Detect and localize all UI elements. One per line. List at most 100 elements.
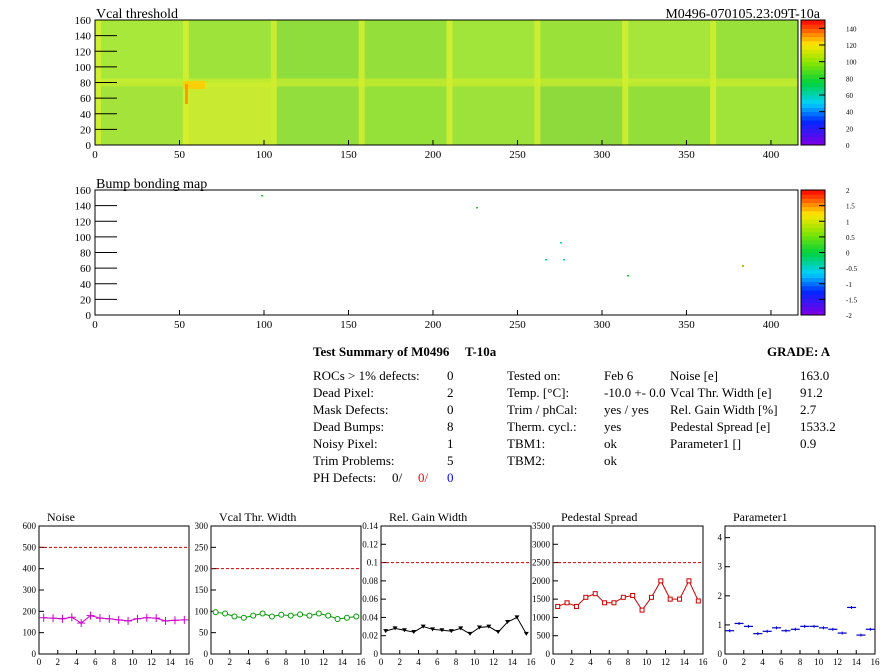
roc-block (622, 20, 711, 83)
roc-edge (182, 82, 189, 145)
roc-edge (622, 20, 629, 83)
summary-module-type: T-10a (465, 344, 497, 359)
x-tick-label: 10 (814, 657, 824, 667)
data-point (592, 591, 598, 597)
chart-frame (38, 525, 190, 655)
bump-defect-dots (261, 195, 744, 277)
data-point (401, 628, 407, 633)
x-tick-label: 100 (256, 319, 273, 331)
y-tick-label: 4 (718, 533, 723, 543)
data-point (648, 594, 654, 600)
data-point (411, 630, 417, 635)
data-point (639, 607, 645, 613)
x-tick-label: 2 (228, 657, 233, 667)
data-point (420, 624, 426, 629)
data-point (250, 612, 257, 619)
roc-edge (710, 82, 717, 145)
y-tick-label: 50 (199, 628, 209, 638)
data-point (602, 600, 608, 606)
palette-swatch (801, 78, 825, 83)
roc-block (446, 20, 535, 83)
x-tick-label: 10 (470, 657, 480, 667)
data-point (306, 612, 313, 619)
palette-swatch (801, 53, 825, 58)
chart-title: Rel. Gain Width (389, 510, 467, 524)
hot-region (183, 81, 205, 89)
y-tick-label: 0 (86, 310, 92, 322)
chart-frame (210, 525, 362, 655)
data-point (353, 613, 360, 620)
y-tick-label: 140 (75, 31, 92, 43)
y-tick-label: 100 (195, 606, 209, 616)
y-tick-label: 2000 (532, 576, 551, 586)
y-tick-label: 0.06 (362, 594, 378, 604)
data-point (278, 611, 285, 618)
bump-defect-dot (476, 207, 478, 209)
data-point (620, 594, 626, 600)
roc-block (534, 82, 623, 146)
y-tick-label: 80 (80, 248, 92, 260)
y-tick-label: 0 (204, 649, 209, 659)
palette-swatch (801, 24, 825, 29)
x-tick-label: 16 (699, 657, 709, 667)
y-tick-label: 2500 (532, 558, 551, 568)
y-tick-label: 3500 (532, 521, 551, 531)
summary-middle-label: TBM1: (507, 436, 546, 451)
x-tick-label: 16 (185, 657, 195, 667)
summary-right-value: 2.7 (800, 402, 817, 417)
y-tick-label: 500 (537, 631, 551, 641)
y-tick-label: 40 (80, 109, 92, 121)
palette-swatch (801, 294, 825, 299)
summary-left-label: Trim Problems: (313, 453, 395, 468)
vcal-map-title: Vcal threshold (96, 7, 178, 22)
bump-defect-dot (742, 265, 744, 267)
summary-right-value: 163.0 (800, 368, 830, 383)
palette-tick-label: 0.5 (846, 234, 855, 242)
y-tick-label: 500 (23, 542, 37, 552)
roc-edge (446, 20, 453, 83)
x-tick-label: 8 (454, 657, 459, 667)
palette-swatch (801, 260, 825, 266)
palette-swatch (801, 86, 825, 92)
palette-swatch (801, 103, 825, 108)
x-tick-label: 400 (763, 149, 780, 161)
palette-swatch (801, 256, 825, 262)
y-tick-label: 0.04 (362, 612, 378, 622)
summary-left-label: ROCs > 1% defects: (313, 368, 420, 383)
bump-map-axes: 0 50 100 150 200 250 300 350 400 0 20 40 60 80 100 120 1… (75, 185, 780, 331)
x-tick-label: 50 (174, 319, 186, 331)
summary-middle-value: yes (604, 419, 622, 434)
module-label: M0496-070105.23:09T-10a (665, 7, 820, 22)
roc-block (534, 20, 623, 83)
data-point (222, 610, 229, 617)
x-tick-label: 12 (147, 657, 156, 667)
summary-middle-value: Feb 6 (604, 368, 634, 383)
y-tick-label: 200 (23, 606, 37, 616)
y-tick-label: 3000 (532, 539, 551, 549)
summary-right-label: Rel. Gain Width [%] (670, 402, 778, 417)
palette-swatch (801, 252, 825, 258)
chart-frame (380, 525, 532, 655)
y-tick-label: 160 (75, 185, 92, 197)
palette-swatch (801, 302, 825, 308)
x-tick-label: 150 (340, 319, 357, 331)
summary-left-value: 0 (447, 402, 454, 417)
x-tick-label: 100 (256, 149, 273, 161)
x-tick-label: 14 (338, 657, 348, 667)
x-tick-label: 0 (551, 657, 556, 667)
summary-left-value: 2 (447, 385, 454, 400)
x-tick-label: 300 (594, 149, 611, 161)
y-tick-label: 160 (75, 15, 92, 27)
data-point (458, 626, 464, 631)
palette-swatch (801, 74, 825, 79)
data-point (231, 613, 238, 620)
data-point (555, 603, 561, 609)
palette-swatch (801, 136, 825, 142)
x-tick-label: 2 (570, 657, 575, 667)
chart-title: Parameter1 (733, 510, 788, 524)
palette-tick-label: 100 (846, 59, 857, 67)
summary-right-value: 0.9 (800, 436, 817, 451)
summary-middle-label: Trim / phCal: (507, 402, 578, 417)
bump-defect-dot (563, 259, 565, 261)
